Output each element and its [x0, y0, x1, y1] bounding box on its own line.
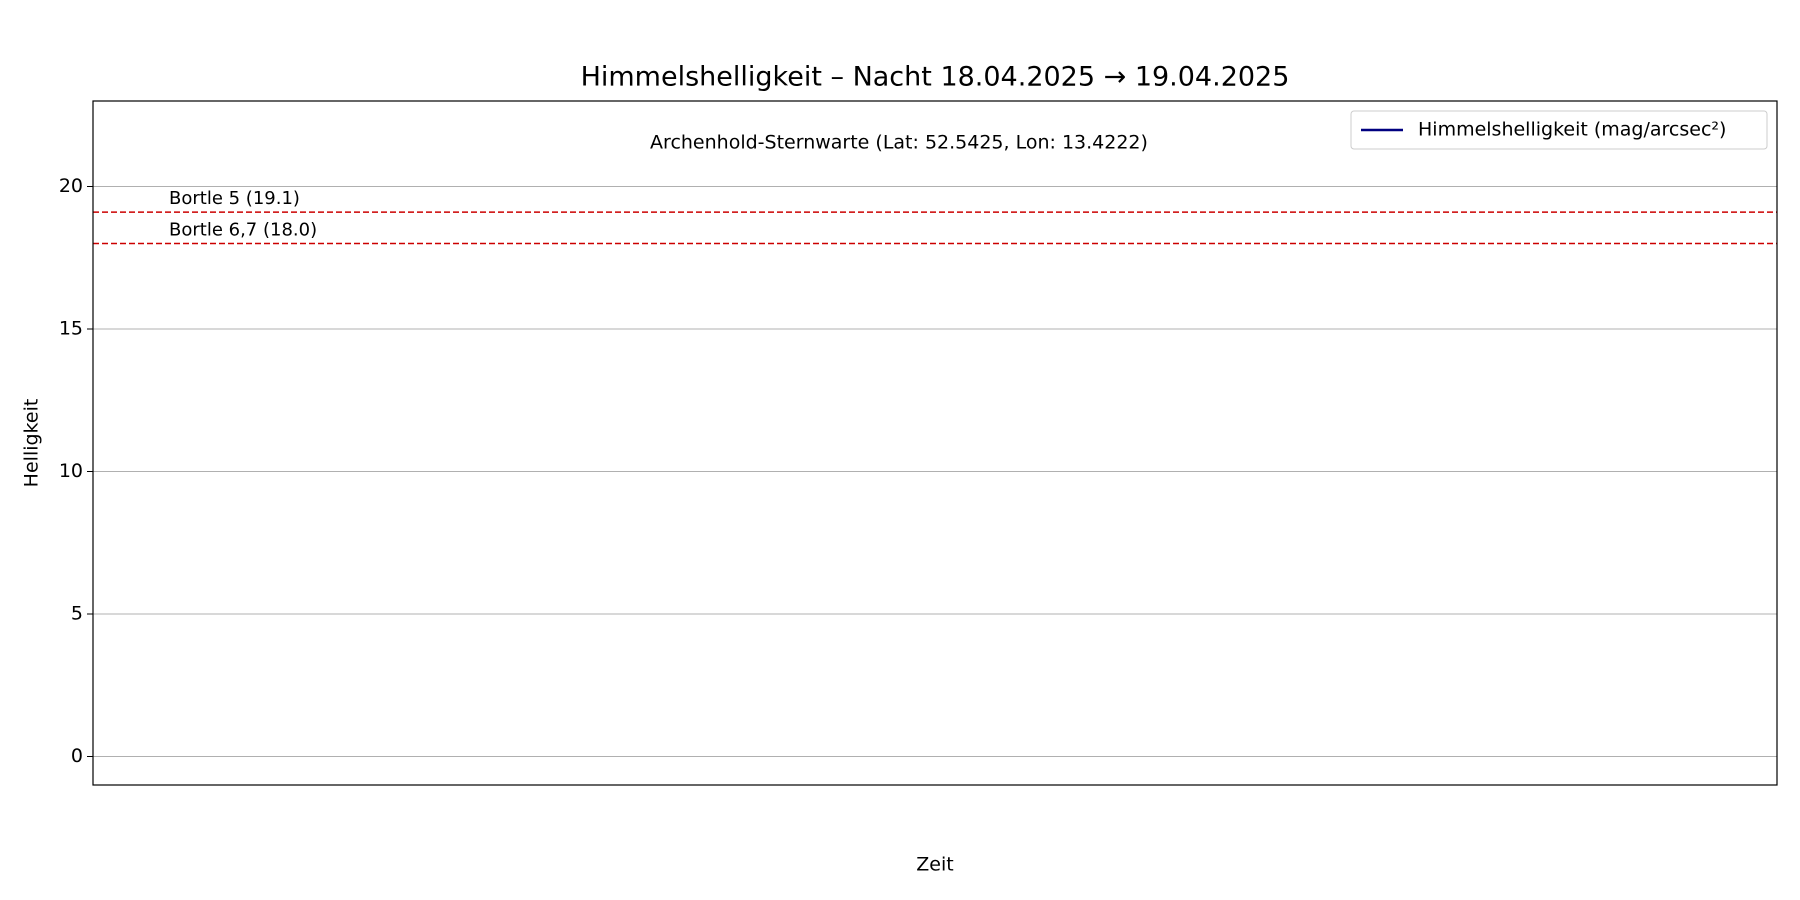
legend-box — [1350, 110, 1768, 150]
legend-label: Himmelshelligkeit (mag/arcsec²) — [1418, 119, 1726, 141]
subtitle: Archenhold-Sternwarte (Lat: 52.5425, Lon… — [650, 132, 1148, 154]
y-tick-label: 0 — [71, 745, 83, 767]
chart-title: Himmelshelligkeit – Nacht 18.04.2025 → 1… — [581, 62, 1290, 93]
x-axis-label: Zeit — [916, 854, 953, 876]
reference-label: Bortle 6,7 (18.0) — [169, 220, 317, 241]
reference-label: Bortle 5 (19.1) — [169, 188, 300, 209]
y-tick-label: 15 — [59, 318, 83, 340]
y-axis-label: Helligkeit — [21, 399, 43, 488]
y-tick-label: 5 — [71, 603, 83, 625]
y-tick-label: 10 — [59, 460, 83, 482]
plot-frame — [92, 100, 1778, 786]
y-tick-label: 20 — [59, 175, 83, 197]
